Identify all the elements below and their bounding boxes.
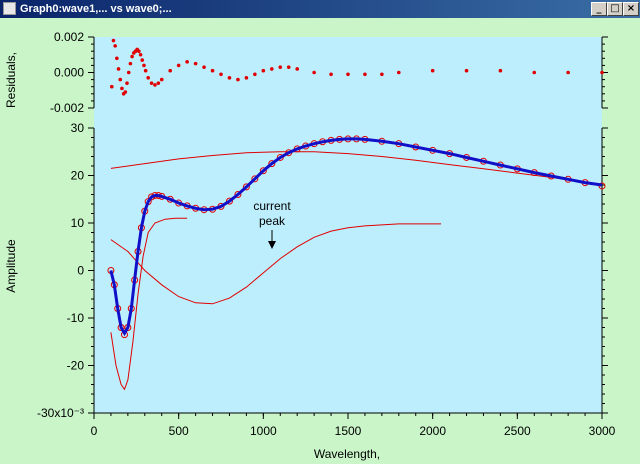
close-button[interactable]: ×: [623, 2, 639, 16]
residual-point: [159, 77, 164, 82]
residual-point: [253, 72, 257, 77]
maximize-button[interactable]: □: [607, 2, 623, 16]
residual-point: [146, 76, 150, 80]
residual-point: [111, 38, 116, 43]
residual-point: [185, 60, 189, 64]
amplitude-axis-label: Amplitude: [4, 239, 18, 293]
amplitude-tick-label: -10: [67, 311, 85, 325]
amplitude-tick-label: 10: [71, 216, 85, 230]
amplitude-tick-label: 30: [71, 121, 85, 135]
residual-point: [498, 68, 503, 73]
residual-point: [397, 70, 401, 75]
residual-point: [278, 65, 283, 69]
x-tick-label: 1000: [250, 424, 277, 438]
wavelength-axis-label: Wavelength,: [314, 447, 380, 461]
residual-point: [600, 70, 604, 75]
residual-point: [430, 68, 435, 73]
x-tick-label: 0: [91, 424, 98, 438]
data-point: [268, 160, 276, 168]
residual-point: [227, 76, 232, 80]
residual-point: [153, 83, 157, 87]
residual-point: [116, 67, 121, 71]
residual-point: [130, 54, 134, 59]
residual-point: [115, 56, 119, 61]
data-point: [234, 191, 242, 198]
residual-point: [168, 68, 172, 73]
residual-point: [140, 58, 145, 62]
component-peak-curve: [110, 151, 603, 187]
residual-point: [128, 61, 133, 66]
residual-point: [380, 72, 384, 77]
data-point: [242, 183, 250, 191]
residual-point: [363, 72, 367, 77]
x-tick-label: 2000: [419, 424, 446, 438]
residual-point: [176, 63, 181, 68]
x-tick-label: 3000: [589, 424, 616, 438]
residual-point: [244, 76, 249, 80]
residual-point: [137, 49, 141, 53]
amplitude-tick-label: -20: [67, 359, 85, 373]
residual-point: [261, 68, 266, 73]
residuals-tick-label: -0.002: [50, 101, 84, 115]
residual-point: [120, 86, 124, 91]
residual-point: [210, 68, 215, 73]
amplitude-tick-label: -30x10⁻³: [37, 406, 84, 420]
residual-point: [143, 68, 148, 73]
graph-app-icon: [3, 2, 16, 15]
data-point: [259, 167, 267, 175]
residual-point: [312, 70, 316, 75]
amplitude-axes: 30 20 10 0 -10 -20 -30x10⁻³ 0 500 1000 1500 2000 250…: [37, 121, 616, 438]
plot-area[interactable]: [94, 37, 602, 413]
residual-point: [156, 81, 161, 85]
residuals-axis-label: Residuals,: [4, 52, 18, 108]
minimize-button[interactable]: _: [591, 2, 607, 16]
residual-point: [270, 67, 274, 71]
residual-point: [113, 44, 117, 48]
x-tick-label: 500: [169, 424, 189, 438]
data-point: [225, 197, 233, 205]
residual-point: [329, 72, 333, 77]
residual-point: [532, 70, 537, 75]
residual-point: [193, 61, 198, 66]
annotation-line-2: peak: [259, 214, 286, 228]
component-peak-curve: [110, 217, 188, 391]
residual-point: [202, 65, 206, 69]
residual-point: [123, 90, 128, 94]
fit-curve: [109, 137, 603, 337]
residual-point: [286, 65, 291, 69]
residual-point: [125, 81, 129, 85]
residual-point: [109, 84, 114, 89]
residual-point: [149, 81, 154, 85]
residuals-tick-label: 0.002: [54, 30, 84, 44]
residual-point: [295, 67, 300, 71]
series-layer: [107, 38, 606, 391]
x-tick-label: 2500: [504, 424, 531, 438]
residuals-tick-label: 0.000: [54, 66, 84, 80]
data-curve: [110, 138, 603, 336]
residual-point: [566, 70, 570, 75]
component-peak-curve: [110, 223, 442, 305]
data-point: [251, 175, 259, 183]
residual-point: [464, 68, 469, 73]
annotation-arrow-icon: [268, 230, 276, 249]
window-title: Graph0:wave1,... vs wave0;...: [20, 3, 172, 15]
residual-point: [219, 72, 223, 77]
title-bar[interactable]: Graph0:wave1,... vs wave0;... _ □ ×: [0, 0, 640, 18]
residual-point: [126, 70, 131, 75]
amplitude-tick-label: 20: [71, 169, 85, 183]
annotation-line-1: current: [253, 199, 291, 213]
residual-point: [142, 63, 146, 68]
residual-point: [138, 52, 143, 57]
amplitude-tick-label: 0: [77, 264, 84, 278]
residual-point: [236, 77, 240, 82]
residuals-axes: 0.002 0.000 -0.002: [50, 30, 608, 115]
residual-point: [118, 77, 123, 82]
x-tick-label: 1500: [335, 424, 362, 438]
residual-point: [346, 72, 350, 77]
